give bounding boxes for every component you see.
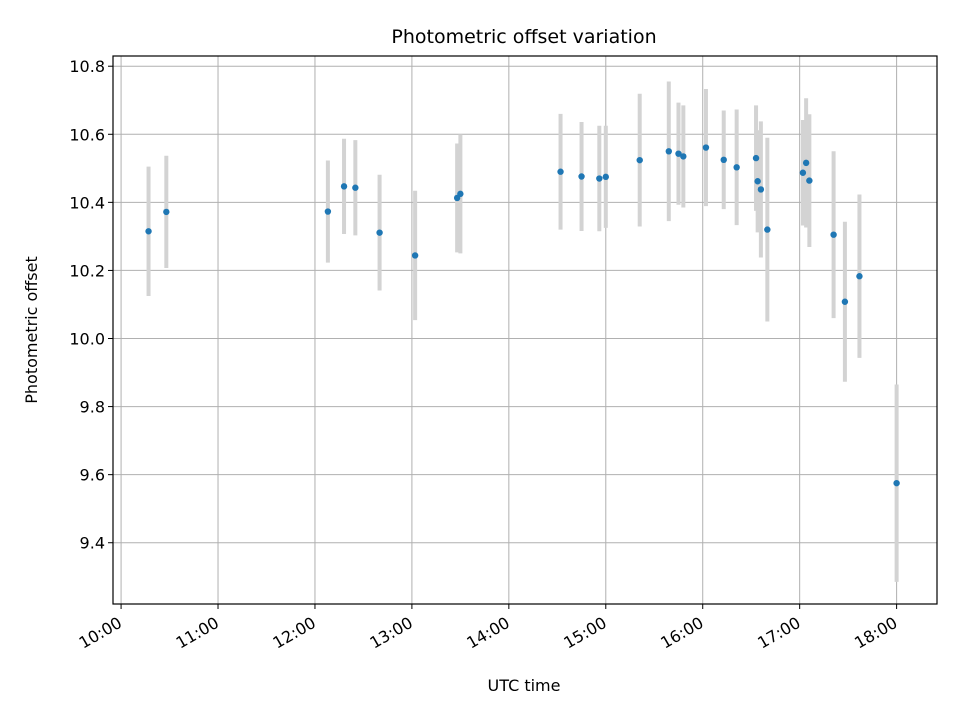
data-point xyxy=(457,190,464,198)
y-tick-label: 10.0 xyxy=(69,330,105,349)
data-point xyxy=(145,228,152,235)
data-point xyxy=(578,173,585,180)
plot-frame xyxy=(112,55,938,605)
data-point xyxy=(752,154,760,162)
data-point xyxy=(720,156,727,164)
data-point xyxy=(411,252,419,259)
data-point xyxy=(754,178,761,185)
y-tick-label: 9.8 xyxy=(80,398,105,417)
y-axis: 9.4 9.6 9.8 10.0 10.2 10.4 10.6 10.8 xyxy=(69,57,113,553)
data-point xyxy=(163,208,170,216)
x-axis-label: UTC time xyxy=(488,676,561,695)
data-point xyxy=(352,184,359,191)
data-point xyxy=(841,298,849,305)
data-point xyxy=(665,148,672,155)
data-point xyxy=(602,173,609,181)
y-tick-label: 10.6 xyxy=(69,125,105,144)
data-point xyxy=(596,175,603,182)
data-point xyxy=(757,186,765,193)
data-points xyxy=(145,144,900,487)
data-point xyxy=(893,479,900,487)
data-point xyxy=(806,177,813,184)
data-point xyxy=(802,159,810,167)
y-tick-label: 10.2 xyxy=(69,261,105,280)
chart-title: Photometric offset variation xyxy=(391,26,656,48)
data-point xyxy=(324,208,332,215)
data-point xyxy=(856,273,863,280)
data-point xyxy=(376,229,383,236)
data-point xyxy=(702,144,710,151)
y-tick-label: 9.4 xyxy=(80,534,105,553)
data-point xyxy=(340,183,348,190)
data-point xyxy=(830,231,837,238)
data-point xyxy=(557,168,564,175)
data-point xyxy=(675,150,682,157)
y-tick-label: 10.8 xyxy=(69,57,105,76)
data-point xyxy=(636,156,643,164)
data-point xyxy=(799,169,807,176)
data-point xyxy=(680,153,687,160)
y-axis-label: Photometric offset xyxy=(22,256,41,404)
data-point xyxy=(764,226,771,233)
data-point xyxy=(733,164,740,171)
y-tick-label: 10.4 xyxy=(69,193,105,212)
y-tick-label: 9.6 xyxy=(80,466,105,485)
